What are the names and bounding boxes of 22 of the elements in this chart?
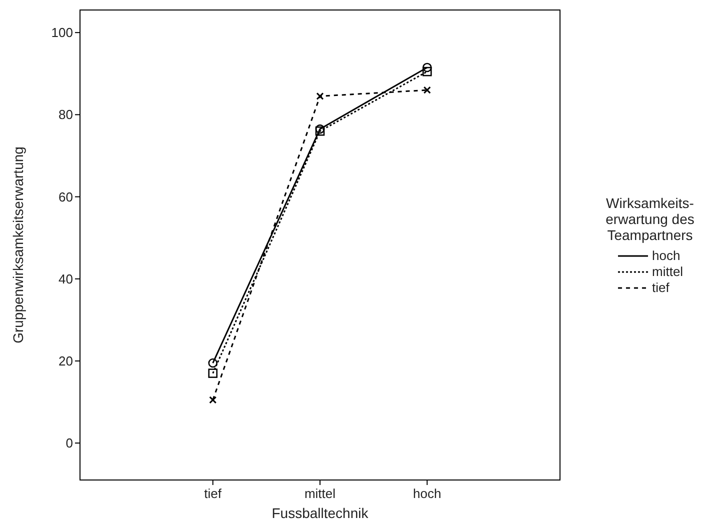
y-tick-label: 0 bbox=[66, 436, 73, 451]
y-tick-label: 60 bbox=[58, 189, 73, 204]
legend-label: hoch bbox=[652, 248, 680, 263]
legend-label: tief bbox=[652, 280, 670, 295]
point bbox=[423, 86, 431, 94]
y-tick-label: 100 bbox=[51, 25, 73, 40]
point bbox=[209, 396, 217, 404]
x-axis-title: Fussballtechnik bbox=[272, 505, 370, 521]
y-axis-title: Gruppenwirksamkeitserwartung bbox=[10, 146, 26, 344]
point bbox=[208, 368, 218, 378]
point bbox=[422, 62, 432, 72]
legend-title: Wirksamkeits- erwartung des Teampartners bbox=[606, 195, 694, 243]
legend-label: mittel bbox=[652, 264, 684, 279]
point bbox=[208, 358, 218, 368]
y-tick-label: 40 bbox=[58, 271, 73, 286]
point bbox=[316, 92, 324, 100]
x-tick-label: mittel bbox=[304, 486, 336, 501]
y-tick-label: 20 bbox=[58, 354, 73, 369]
point bbox=[422, 66, 432, 76]
x-tick-label: tief bbox=[204, 486, 222, 501]
x-tick-label: hoch bbox=[413, 486, 442, 501]
y-tick-label: 80 bbox=[58, 107, 73, 122]
